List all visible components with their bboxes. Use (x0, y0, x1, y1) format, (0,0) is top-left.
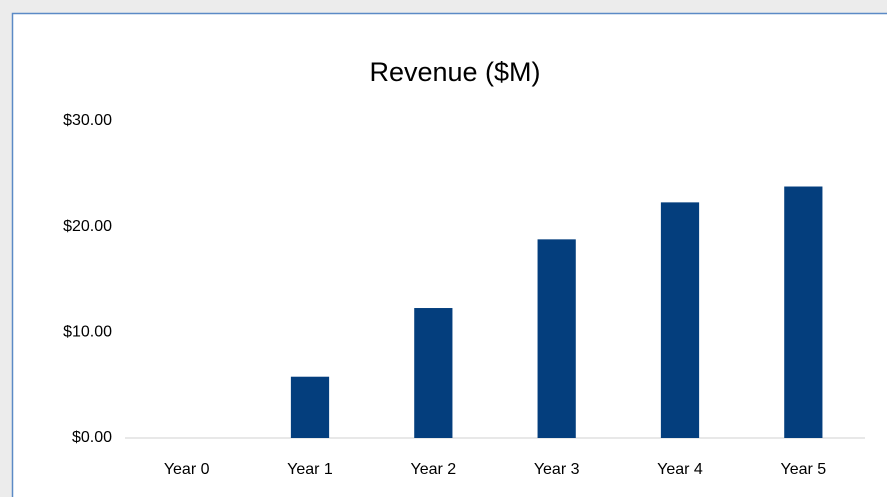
x-tick-label: Year 5 (780, 461, 826, 478)
chart-title: Revenue ($M) (369, 57, 540, 87)
bar (290, 376, 330, 438)
y-tick-label: $30.00 (63, 112, 112, 129)
y-tick-label: $0.00 (72, 429, 112, 446)
x-tick-label: Year 0 (164, 461, 210, 478)
bar (784, 186, 823, 438)
y-tick-label: $20.00 (63, 218, 112, 235)
bar (537, 239, 576, 438)
x-tick-label: Year 2 (410, 461, 456, 478)
x-tick-label: Year 4 (657, 461, 703, 478)
x-tick-label: Year 3 (534, 461, 580, 478)
y-tick-label: $10.00 (63, 324, 112, 341)
x-tick-label: Year 1 (287, 461, 333, 478)
bar (414, 308, 453, 438)
bar (660, 202, 700, 438)
